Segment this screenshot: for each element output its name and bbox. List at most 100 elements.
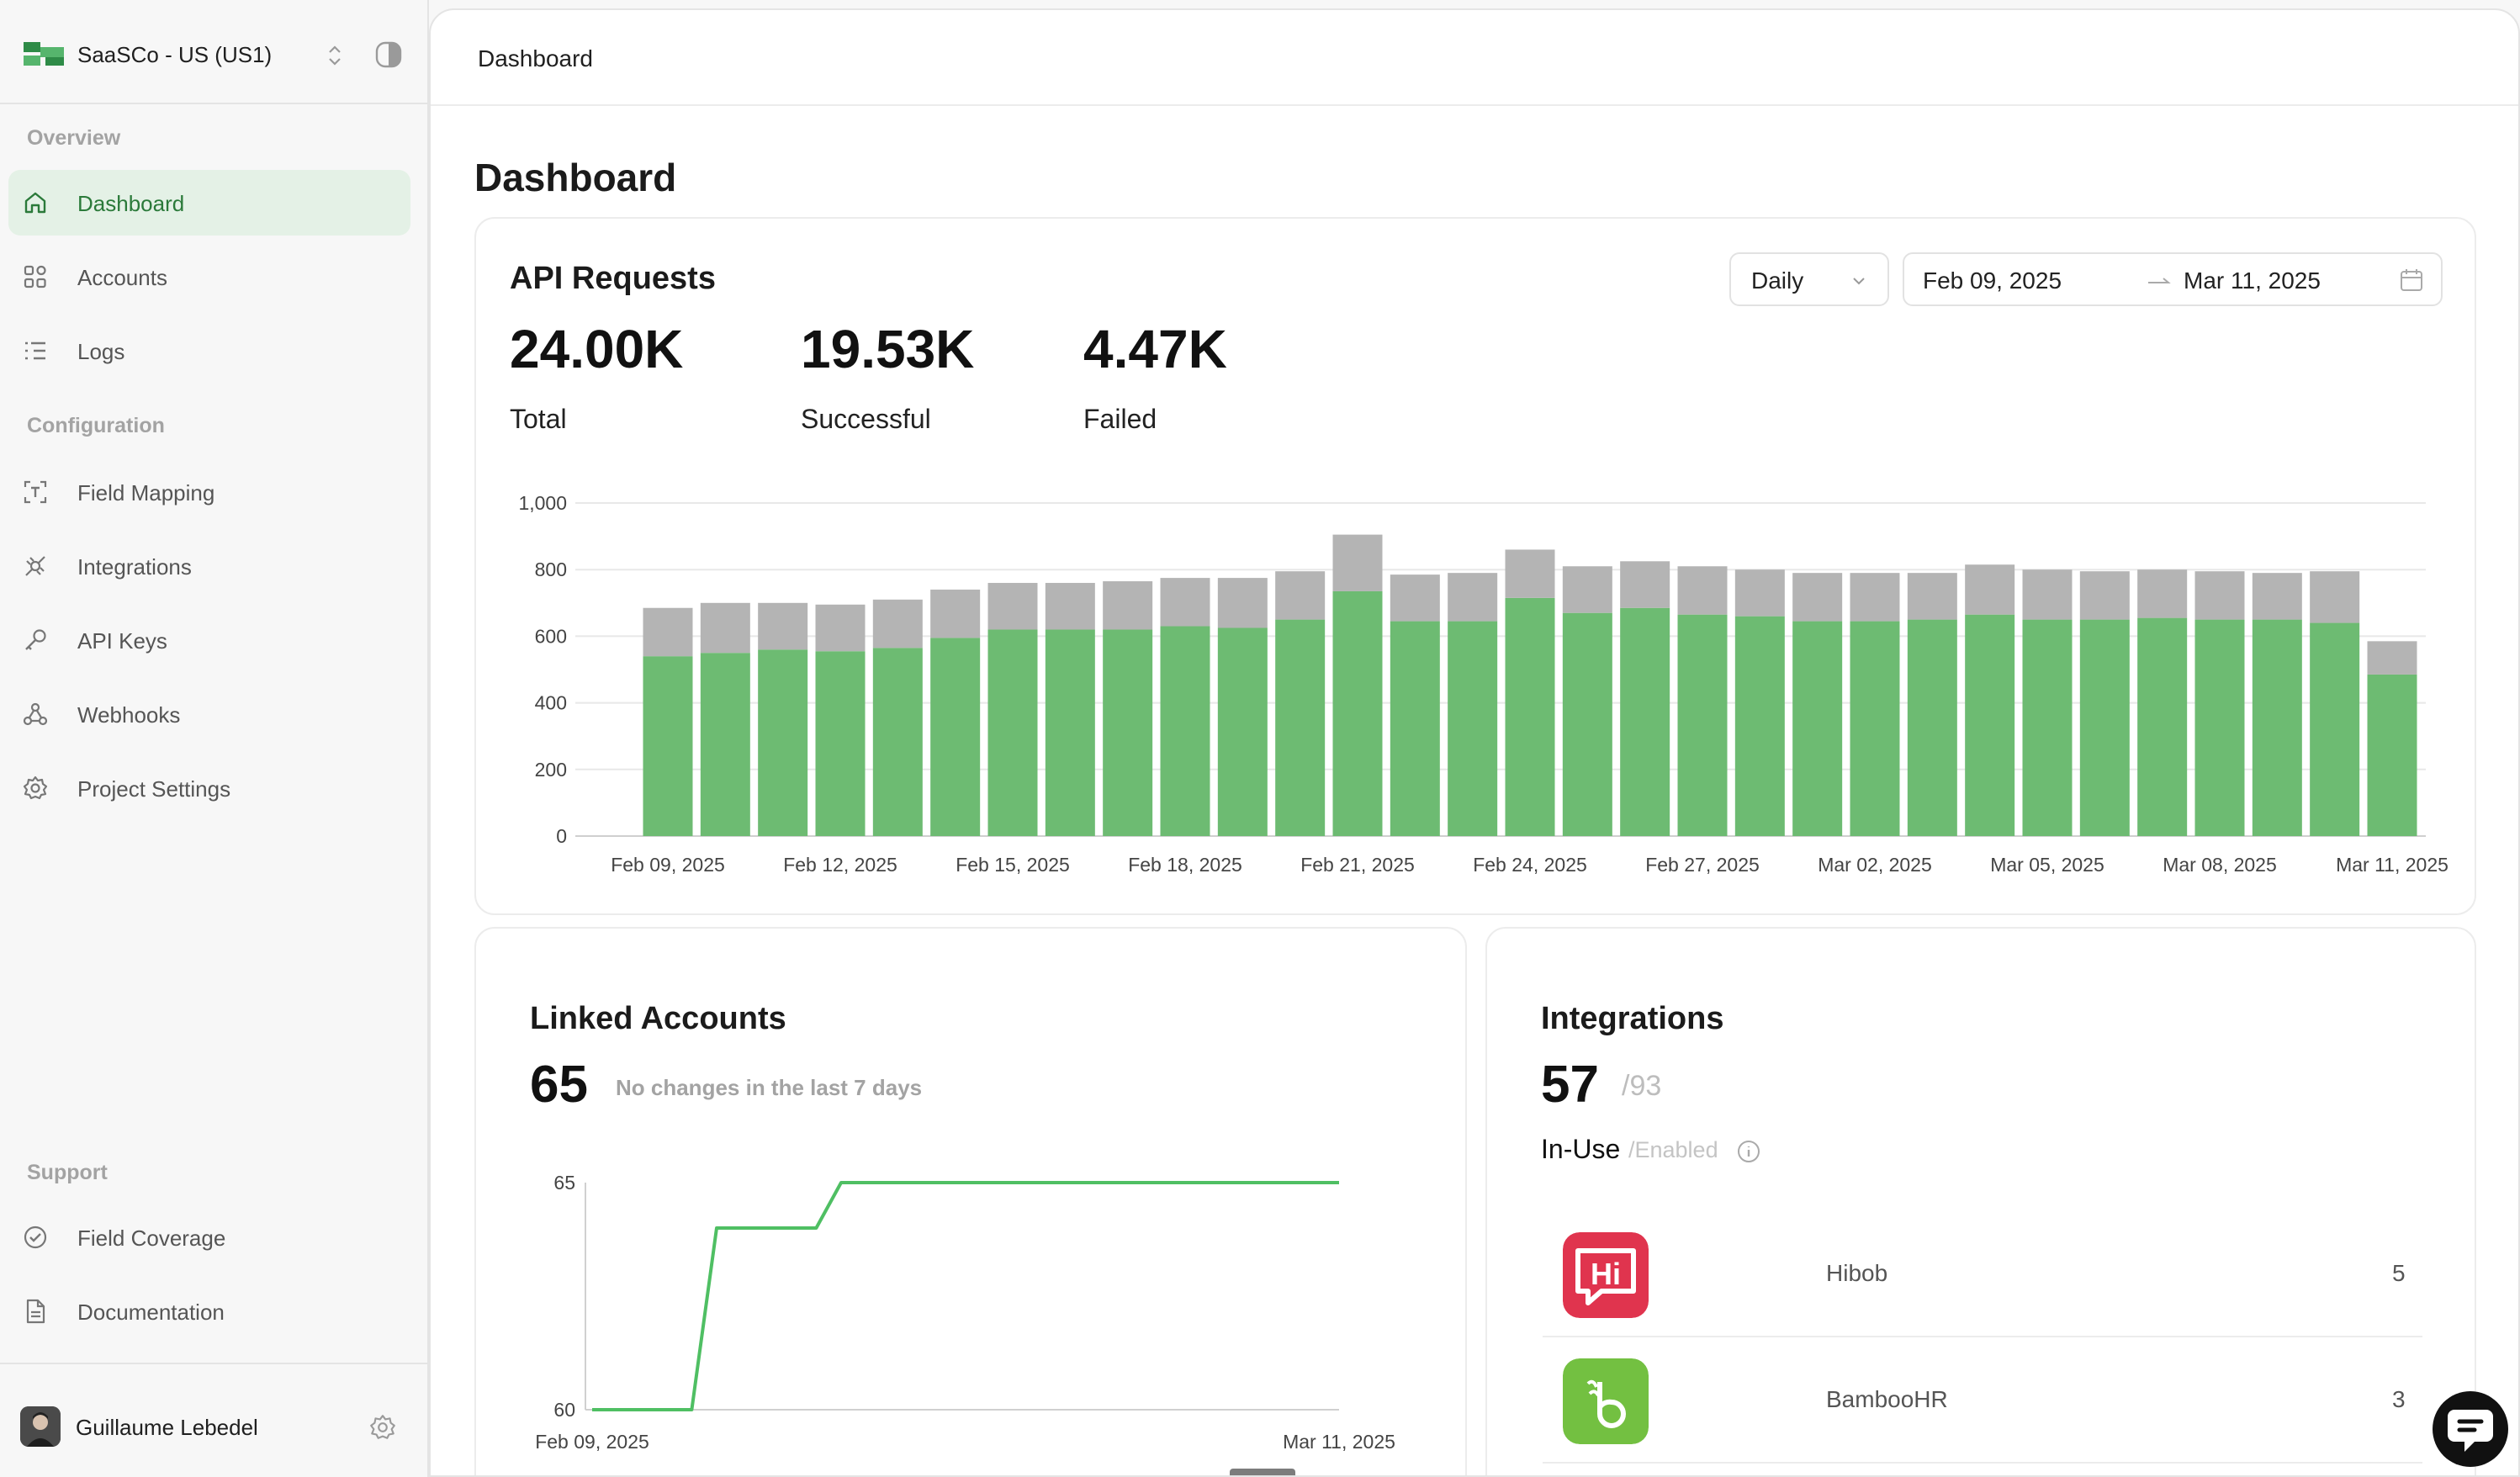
integrations-card: Integrations 57 /93 In-Use /Enabled Hi H… [1485,927,2476,1475]
bar-failed [2079,571,2130,620]
info-icon[interactable] [1736,1139,1761,1164]
bar-successful [1160,626,1210,836]
integrations-in-use-value: 57 [1541,1056,1599,1114]
integrations-icon [25,556,45,576]
scroll-handle[interactable] [1230,1469,1295,1475]
bar-successful [987,629,1038,836]
sidebar-item-field-coverage[interactable]: Field Coverage [8,1204,410,1270]
bar-failed [1505,549,1555,598]
bar-failed [815,604,866,652]
sidebar-item-label: Documentation [77,1300,225,1325]
bar-successful [1275,619,1326,836]
sidebar-item-integrations[interactable]: Integrations [8,533,410,599]
sidebar-item-accounts[interactable]: Accounts [8,244,410,310]
theme-toggle-icon[interactable] [375,41,402,68]
x-tick-label: Feb 27, 2025 [1645,854,1760,876]
bar-failed [1332,534,1383,591]
bar-successful [2079,619,2130,836]
integration-count: 3 [2392,1386,2406,1412]
sidebar-item-documentation[interactable]: Documentation [8,1278,410,1344]
user-bar: Guillaume Lebedel [0,1363,427,1477]
bar-successful [1734,616,1785,836]
accounts-icon [24,265,46,289]
org-switcher[interactable]: SaaSCo - US (US1) [0,0,427,104]
nav-section-overview: Overview [27,126,121,150]
x-tick-label: Mar 08, 2025 [2163,854,2277,876]
bar-failed [700,602,750,654]
bar-failed [1734,569,1785,617]
bar-failed [2194,571,2245,620]
y-tick-label: 0 [556,825,567,847]
avatar[interactable] [20,1406,61,1447]
home-icon [24,192,46,214]
bar-successful [2137,617,2188,836]
nav-section-configuration: Configuration [27,414,165,437]
x-tick-label: Feb 24, 2025 [1473,854,1587,876]
sidebar-item-api-keys[interactable]: API Keys [8,607,410,673]
linked-accounts-value: 65 [530,1056,588,1114]
bar-successful [1505,597,1555,836]
x-tick-label: Feb 18, 2025 [1128,854,1242,876]
bar-successful [1792,621,1843,836]
bamboohr-logo-icon [1563,1358,1649,1444]
date-end[interactable]: Mar 11, 2025 [2184,267,2321,294]
integration-row-bamboohr[interactable]: BambooHR 3 [1543,1337,2422,1464]
bar-successful [2310,622,2360,836]
chevron-down-icon [1853,278,1865,285]
bar-failed [930,589,981,638]
api-requests-card: API Requests Daily Feb 09, 2025 Mar 11, … [474,217,2476,915]
check-circle-icon [24,1226,47,1249]
x-tick-label: Mar 11, 2025 [1283,1431,1395,1453]
bar-successful [1677,614,1728,836]
gear-icon[interactable] [368,1413,397,1442]
y-tick-label: 1,000 [518,492,567,514]
bar-successful [2367,674,2417,836]
sidebar-item-label: Project Settings [77,776,231,802]
card-title: Integrations [1541,1001,1724,1036]
y-tick-label: 600 [535,625,567,647]
x-tick-label: Feb 15, 2025 [956,854,1070,876]
avatar-icon [20,1406,61,1447]
bar-failed [1217,578,1268,628]
bar-failed [872,599,923,649]
bar-successful [2194,619,2245,836]
bar-failed [1103,581,1153,630]
sidebar-item-project-settings[interactable]: Project Settings [8,755,410,821]
chat-icon [2448,1410,2493,1452]
bar-failed [2137,569,2188,618]
sidebar-item-label: Integrations [77,554,192,580]
y-tick-label: 800 [535,559,567,580]
sidebar-item-webhooks[interactable]: Webhooks [8,681,410,747]
sidebar-item-logs[interactable]: Logs [8,318,410,384]
bar-successful [643,656,693,836]
granularity-value: Daily [1751,267,1804,294]
card-title: Linked Accounts [530,1001,786,1036]
chevron-updown-icon[interactable] [325,40,345,71]
stat-failed-label: Failed [1083,404,1157,434]
x-tick-label: Feb 12, 2025 [783,854,897,876]
granularity-select[interactable]: Daily [1729,252,1889,306]
sidebar-item-dashboard[interactable]: Dashboard [8,170,410,236]
x-tick-label: Mar 02, 2025 [1818,854,1932,876]
sidebar-item-label: Field Coverage [77,1226,226,1251]
sidebar-item-field-mapping[interactable]: Field Mapping [8,459,410,525]
integration-row-hibob[interactable]: Hi Hibob 5 [1543,1211,2422,1337]
date-start[interactable]: Feb 09, 2025 [1923,267,2062,294]
bar-successful [1965,614,2015,836]
bar-failed [1160,578,1210,627]
integration-name: BambooHR [1826,1386,1948,1412]
x-tick-label: Feb 21, 2025 [1300,854,1415,876]
x-tick-label: Mar 11, 2025 [2336,854,2449,876]
sidebar: SaaSCo - US (US1) Overview Dashboard Acc… [0,0,429,1477]
bar-failed [2310,571,2360,623]
bar-successful [872,648,923,836]
bar-successful [758,649,808,836]
bar-failed [758,602,808,650]
stat-total-value: 24.00K [510,319,684,379]
breadcrumb: Dashboard [478,45,593,71]
bar-successful [1907,619,1957,836]
date-range-picker[interactable]: Feb 09, 2025 Mar 11, 2025 [1903,252,2443,306]
calendar-icon[interactable] [2399,267,2424,293]
chat-button[interactable] [2433,1391,2508,1467]
bar-failed [1562,566,1612,613]
